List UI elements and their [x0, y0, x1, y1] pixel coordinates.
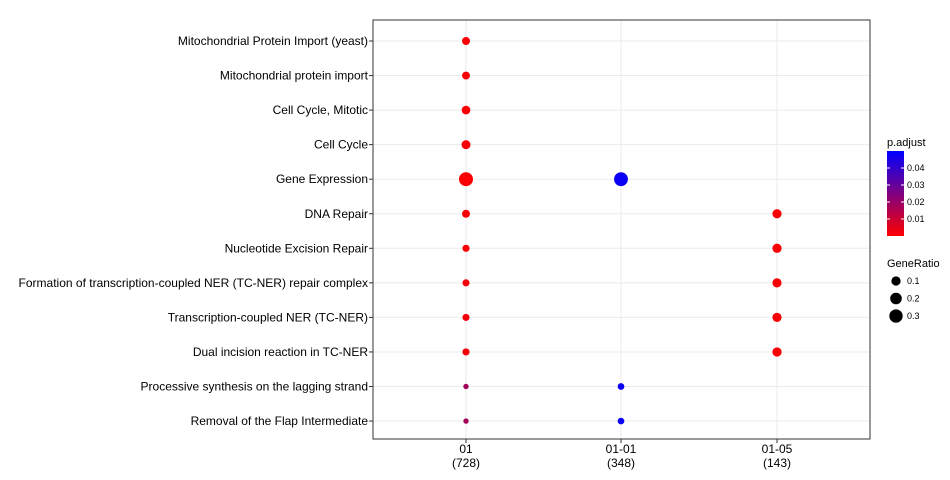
data-point — [462, 209, 470, 218]
size-legend-key — [889, 309, 903, 323]
size-legend-label: 0.2 — [907, 294, 920, 304]
y-tick-label: DNA Repair — [305, 207, 368, 221]
data-points — [459, 37, 782, 425]
y-tick-label: Processive synthesis on the lagging stra… — [141, 380, 368, 394]
data-point — [462, 279, 470, 287]
colorbar-tick-label: 0.03 — [907, 180, 925, 190]
y-tick-label: Transcription-coupled NER (TC-NER) — [168, 310, 368, 324]
y-tick-label: Nucleotide Excision Repair — [225, 241, 368, 255]
data-point — [462, 37, 470, 45]
data-point — [461, 140, 471, 150]
y-tick-label: Gene Expression — [276, 172, 368, 186]
y-tick-label: Formation of transcription-coupled NER (… — [19, 276, 368, 290]
size-legend-key — [891, 276, 901, 286]
x-tick-count-label: (348) — [607, 456, 635, 470]
data-point — [459, 172, 473, 187]
y-tick-label: Cell Cycle — [314, 138, 368, 152]
data-point — [462, 71, 470, 80]
x-axis: 01(728) 01-01(348) 01-05(143) — [452, 439, 793, 470]
y-tick-label: Removal of the Flap Intermediate — [191, 414, 369, 428]
y-axis: Mitochondrial Protein Import (yeast) Mito… — [19, 34, 373, 428]
colorbar-tick-label: 0.04 — [907, 163, 925, 173]
p-adjust-colorbar — [887, 151, 904, 236]
data-point — [772, 347, 782, 357]
data-point — [614, 172, 628, 187]
data-point — [461, 105, 471, 115]
y-tick-label: Mitochondrial Protein Import (yeast) — [178, 34, 368, 48]
data-point — [463, 418, 469, 424]
x-tick-count-label: (143) — [763, 456, 791, 470]
data-point — [772, 243, 782, 253]
size-legend-key — [890, 292, 902, 305]
size-legend-label: 0.3 — [907, 311, 920, 321]
y-tick-label: Dual incision reaction in TC-NER — [193, 345, 369, 359]
x-tick-count-label: (728) — [452, 456, 480, 470]
data-point — [462, 244, 470, 252]
data-point — [462, 348, 470, 356]
p-adjust-legend: p.adjust 0.04 0.03 0.02 0.01 — [887, 137, 926, 236]
x-tick-label: 01-01 — [606, 442, 637, 456]
data-point — [772, 312, 782, 323]
data-point — [772, 209, 782, 219]
data-point — [617, 417, 625, 425]
p-adjust-legend-title: p.adjust — [887, 137, 926, 149]
data-point — [772, 278, 782, 288]
data-point — [462, 313, 470, 321]
y-tick-label: Cell Cycle, Mitotic — [273, 103, 368, 117]
gene-ratio-legend-title: GeneRatio — [887, 258, 940, 270]
y-tick-label: Mitochondrial protein import — [220, 69, 369, 83]
data-point — [463, 383, 469, 390]
colorbar-tick-label: 0.01 — [907, 214, 925, 224]
x-tick-label: 01 — [459, 442, 473, 456]
size-legend-label: 0.1 — [907, 276, 920, 286]
colorbar-tick-label: 0.02 — [907, 197, 925, 207]
x-tick-label: 01-05 — [762, 442, 793, 456]
gene-ratio-legend: GeneRatio 0.1 0.2 0.3 — [887, 258, 940, 323]
data-point — [617, 383, 625, 390]
